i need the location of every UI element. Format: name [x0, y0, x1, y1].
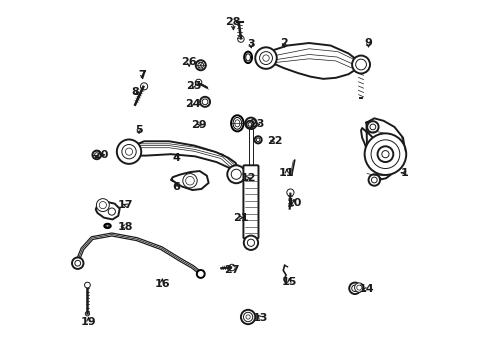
Circle shape: [348, 283, 360, 294]
Polygon shape: [171, 171, 208, 190]
Circle shape: [183, 174, 197, 188]
Text: 8: 8: [131, 87, 139, 97]
Circle shape: [195, 60, 205, 70]
Text: 15: 15: [281, 277, 296, 287]
Text: 14: 14: [358, 284, 373, 294]
Text: 28: 28: [225, 17, 240, 27]
Text: 24: 24: [184, 99, 200, 109]
Circle shape: [254, 136, 261, 143]
Circle shape: [354, 283, 363, 292]
Text: 1: 1: [399, 168, 407, 178]
Text: 16: 16: [154, 279, 169, 289]
Circle shape: [351, 55, 369, 73]
Circle shape: [244, 235, 258, 250]
Text: 29: 29: [190, 121, 206, 130]
Circle shape: [117, 139, 141, 164]
Circle shape: [200, 97, 210, 107]
Text: 3: 3: [246, 40, 254, 49]
Circle shape: [244, 118, 256, 129]
Circle shape: [364, 134, 406, 175]
Circle shape: [84, 282, 90, 288]
Polygon shape: [96, 202, 120, 220]
Text: 11: 11: [279, 168, 294, 178]
Text: 25: 25: [185, 81, 201, 91]
FancyBboxPatch shape: [243, 165, 258, 238]
Circle shape: [227, 165, 244, 183]
Text: 20: 20: [92, 150, 108, 160]
Text: 19: 19: [81, 317, 96, 327]
Polygon shape: [360, 118, 405, 179]
Text: 21: 21: [233, 213, 248, 222]
Text: 7: 7: [138, 70, 146, 80]
Ellipse shape: [104, 224, 110, 228]
Circle shape: [92, 150, 101, 159]
Text: 5: 5: [135, 125, 142, 135]
Text: 2: 2: [280, 38, 287, 48]
Circle shape: [246, 121, 253, 128]
Ellipse shape: [230, 115, 243, 131]
Circle shape: [96, 199, 109, 212]
Text: 9: 9: [364, 38, 371, 48]
Text: 26: 26: [181, 57, 196, 67]
Circle shape: [368, 174, 379, 186]
Text: 23: 23: [248, 120, 264, 129]
Polygon shape: [129, 141, 237, 178]
Circle shape: [72, 257, 83, 269]
Circle shape: [366, 121, 378, 133]
Text: 10: 10: [285, 198, 301, 208]
Text: 13: 13: [252, 313, 268, 323]
Polygon shape: [265, 43, 359, 79]
Text: 4: 4: [172, 153, 180, 163]
Text: 22: 22: [266, 136, 282, 145]
Ellipse shape: [244, 51, 251, 63]
Ellipse shape: [196, 270, 204, 278]
Text: 12: 12: [240, 173, 255, 183]
Text: 6: 6: [172, 182, 180, 192]
Text: 7: 7: [138, 70, 146, 80]
Text: 17: 17: [118, 200, 133, 210]
Text: 18: 18: [118, 222, 133, 231]
Circle shape: [255, 47, 276, 69]
Text: 27: 27: [224, 265, 239, 275]
Circle shape: [241, 310, 255, 324]
